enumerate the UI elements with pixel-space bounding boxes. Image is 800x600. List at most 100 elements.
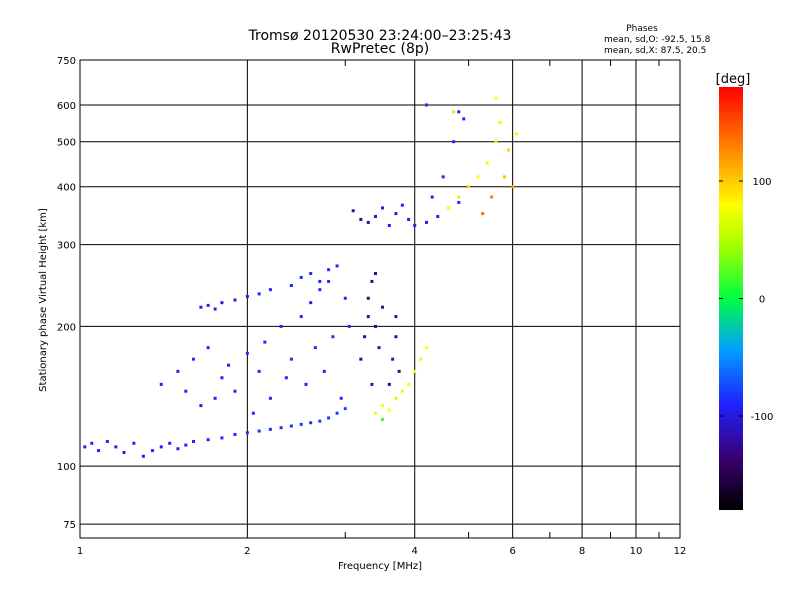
point-s6-13 (457, 200, 461, 204)
phases-header: Phases (626, 24, 658, 34)
point-s1-12 (257, 369, 261, 373)
point-s1-26 (335, 264, 339, 268)
point-s0-27 (343, 407, 347, 411)
point-s6-14 (430, 195, 434, 199)
point-s0-25 (327, 416, 331, 420)
point-s6-10 (425, 220, 429, 224)
point-s2-0 (199, 305, 203, 309)
point-s3-5 (370, 382, 374, 386)
x-tick-label-6: 12 (674, 546, 687, 557)
point-s1-23 (322, 369, 326, 373)
point-s6-1 (359, 217, 363, 221)
point-s2-6 (257, 292, 261, 296)
point-s5-3 (394, 396, 398, 400)
point-s6-11 (436, 215, 440, 219)
x-tick-label-0: 1 (77, 546, 83, 557)
point-s4-1 (391, 357, 395, 361)
point-s7-2 (467, 185, 471, 189)
point-s2-11 (318, 279, 322, 283)
colorbar-tick-label-2: 100 (752, 177, 771, 188)
point-s2-7 (268, 288, 272, 292)
point-s1-10 (245, 351, 249, 355)
point-s5-1 (380, 404, 384, 408)
plot-frame (79, 59, 681, 539)
point-s1-27 (339, 396, 343, 400)
point-s3-7 (373, 272, 377, 276)
point-s3-3 (366, 296, 370, 300)
point-s7-12 (481, 212, 485, 216)
point-s0-1 (90, 441, 94, 445)
point-s0-16 (233, 432, 237, 436)
point-s4-0 (387, 382, 391, 386)
point-s0-22 (299, 422, 303, 426)
y-tick-label-5: 500 (57, 138, 76, 149)
point-s3-4 (370, 279, 374, 283)
point-s0-21 (289, 424, 293, 428)
point-s3-8 (377, 346, 381, 350)
point-s1-11 (251, 411, 255, 415)
point-s6-6 (394, 212, 398, 216)
point-s4-4 (397, 369, 401, 373)
y-axis-ticks: 75 100 200 300 400 500 600 750 (57, 56, 76, 531)
colorbar-label: [deg] (716, 72, 751, 87)
x-tick-label-1: 2 (244, 546, 250, 557)
point-s0-17 (245, 431, 249, 435)
y-tick-label-1: 100 (57, 462, 76, 473)
point-s3-0 (359, 357, 363, 361)
x-tick-label-5: 10 (630, 546, 643, 557)
point-s7-0 (446, 206, 450, 210)
point-s6-4 (380, 206, 384, 210)
point-s1-22 (318, 288, 322, 292)
point-s0-4 (114, 445, 118, 449)
y-tick-label-7: 750 (57, 56, 76, 67)
point-s3-6 (373, 324, 377, 328)
point-s7-14 (515, 132, 519, 136)
point-s2-5 (245, 294, 249, 298)
point-s0-5 (122, 450, 126, 454)
point-s5-9 (380, 418, 384, 422)
y-tick-label-0: 75 (63, 520, 76, 531)
y-tick-label-2: 200 (57, 322, 76, 333)
y-tick-label-6: 600 (57, 101, 76, 112)
point-s7-8 (490, 195, 494, 199)
point-s1-19 (304, 382, 308, 386)
point-s0-2 (97, 449, 101, 453)
point-s1-8 (227, 363, 231, 367)
point-s1-16 (284, 376, 288, 380)
y-axis-label: Stationary phase Virtual Height [km] (38, 208, 49, 392)
point-s6-15 (441, 175, 445, 179)
point-s5-0 (373, 411, 377, 415)
colorbar-tick-label-0: -100 (751, 412, 774, 423)
point-s3-9 (380, 305, 384, 309)
chart-title: Tromsø 20120530 23:24:00–23:25:43 (248, 28, 512, 44)
y-tick-label-3: 300 (57, 241, 76, 252)
x-axis-label: Frequency [MHz] (338, 561, 422, 572)
title-group: Tromsø 20120530 23:24:00–23:25:43 RwPret… (248, 24, 711, 57)
point-s0-3 (105, 439, 109, 443)
point-s0-23 (309, 421, 313, 425)
point-s0-7 (141, 454, 145, 458)
point-s0-15 (220, 436, 224, 440)
point-s1-0 (159, 382, 163, 386)
point-s6-5 (387, 223, 391, 227)
point-s3-2 (366, 315, 370, 319)
point-s6-18 (425, 103, 429, 107)
point-s0-18 (257, 429, 261, 433)
point-s0-10 (168, 441, 172, 445)
y-tick-label-4: 400 (57, 183, 76, 194)
point-s3-1 (363, 335, 367, 339)
point-s6-16 (452, 140, 456, 144)
point-s7-4 (485, 161, 489, 165)
phases-o-stats: mean, sd,O: -92.5, 15.8 (604, 35, 711, 45)
point-s5-5 (407, 382, 411, 386)
point-s7-7 (511, 185, 515, 189)
x-tick-label-2: 4 (412, 546, 418, 557)
point-s1-1 (176, 369, 180, 373)
point-s1-29 (347, 324, 351, 328)
grid (80, 60, 680, 538)
point-s0-14 (206, 438, 210, 442)
point-s7-6 (502, 175, 506, 179)
colorbar-tick-label-1: 0 (759, 295, 765, 306)
point-s7-5 (494, 140, 498, 144)
point-s2-10 (309, 272, 313, 276)
